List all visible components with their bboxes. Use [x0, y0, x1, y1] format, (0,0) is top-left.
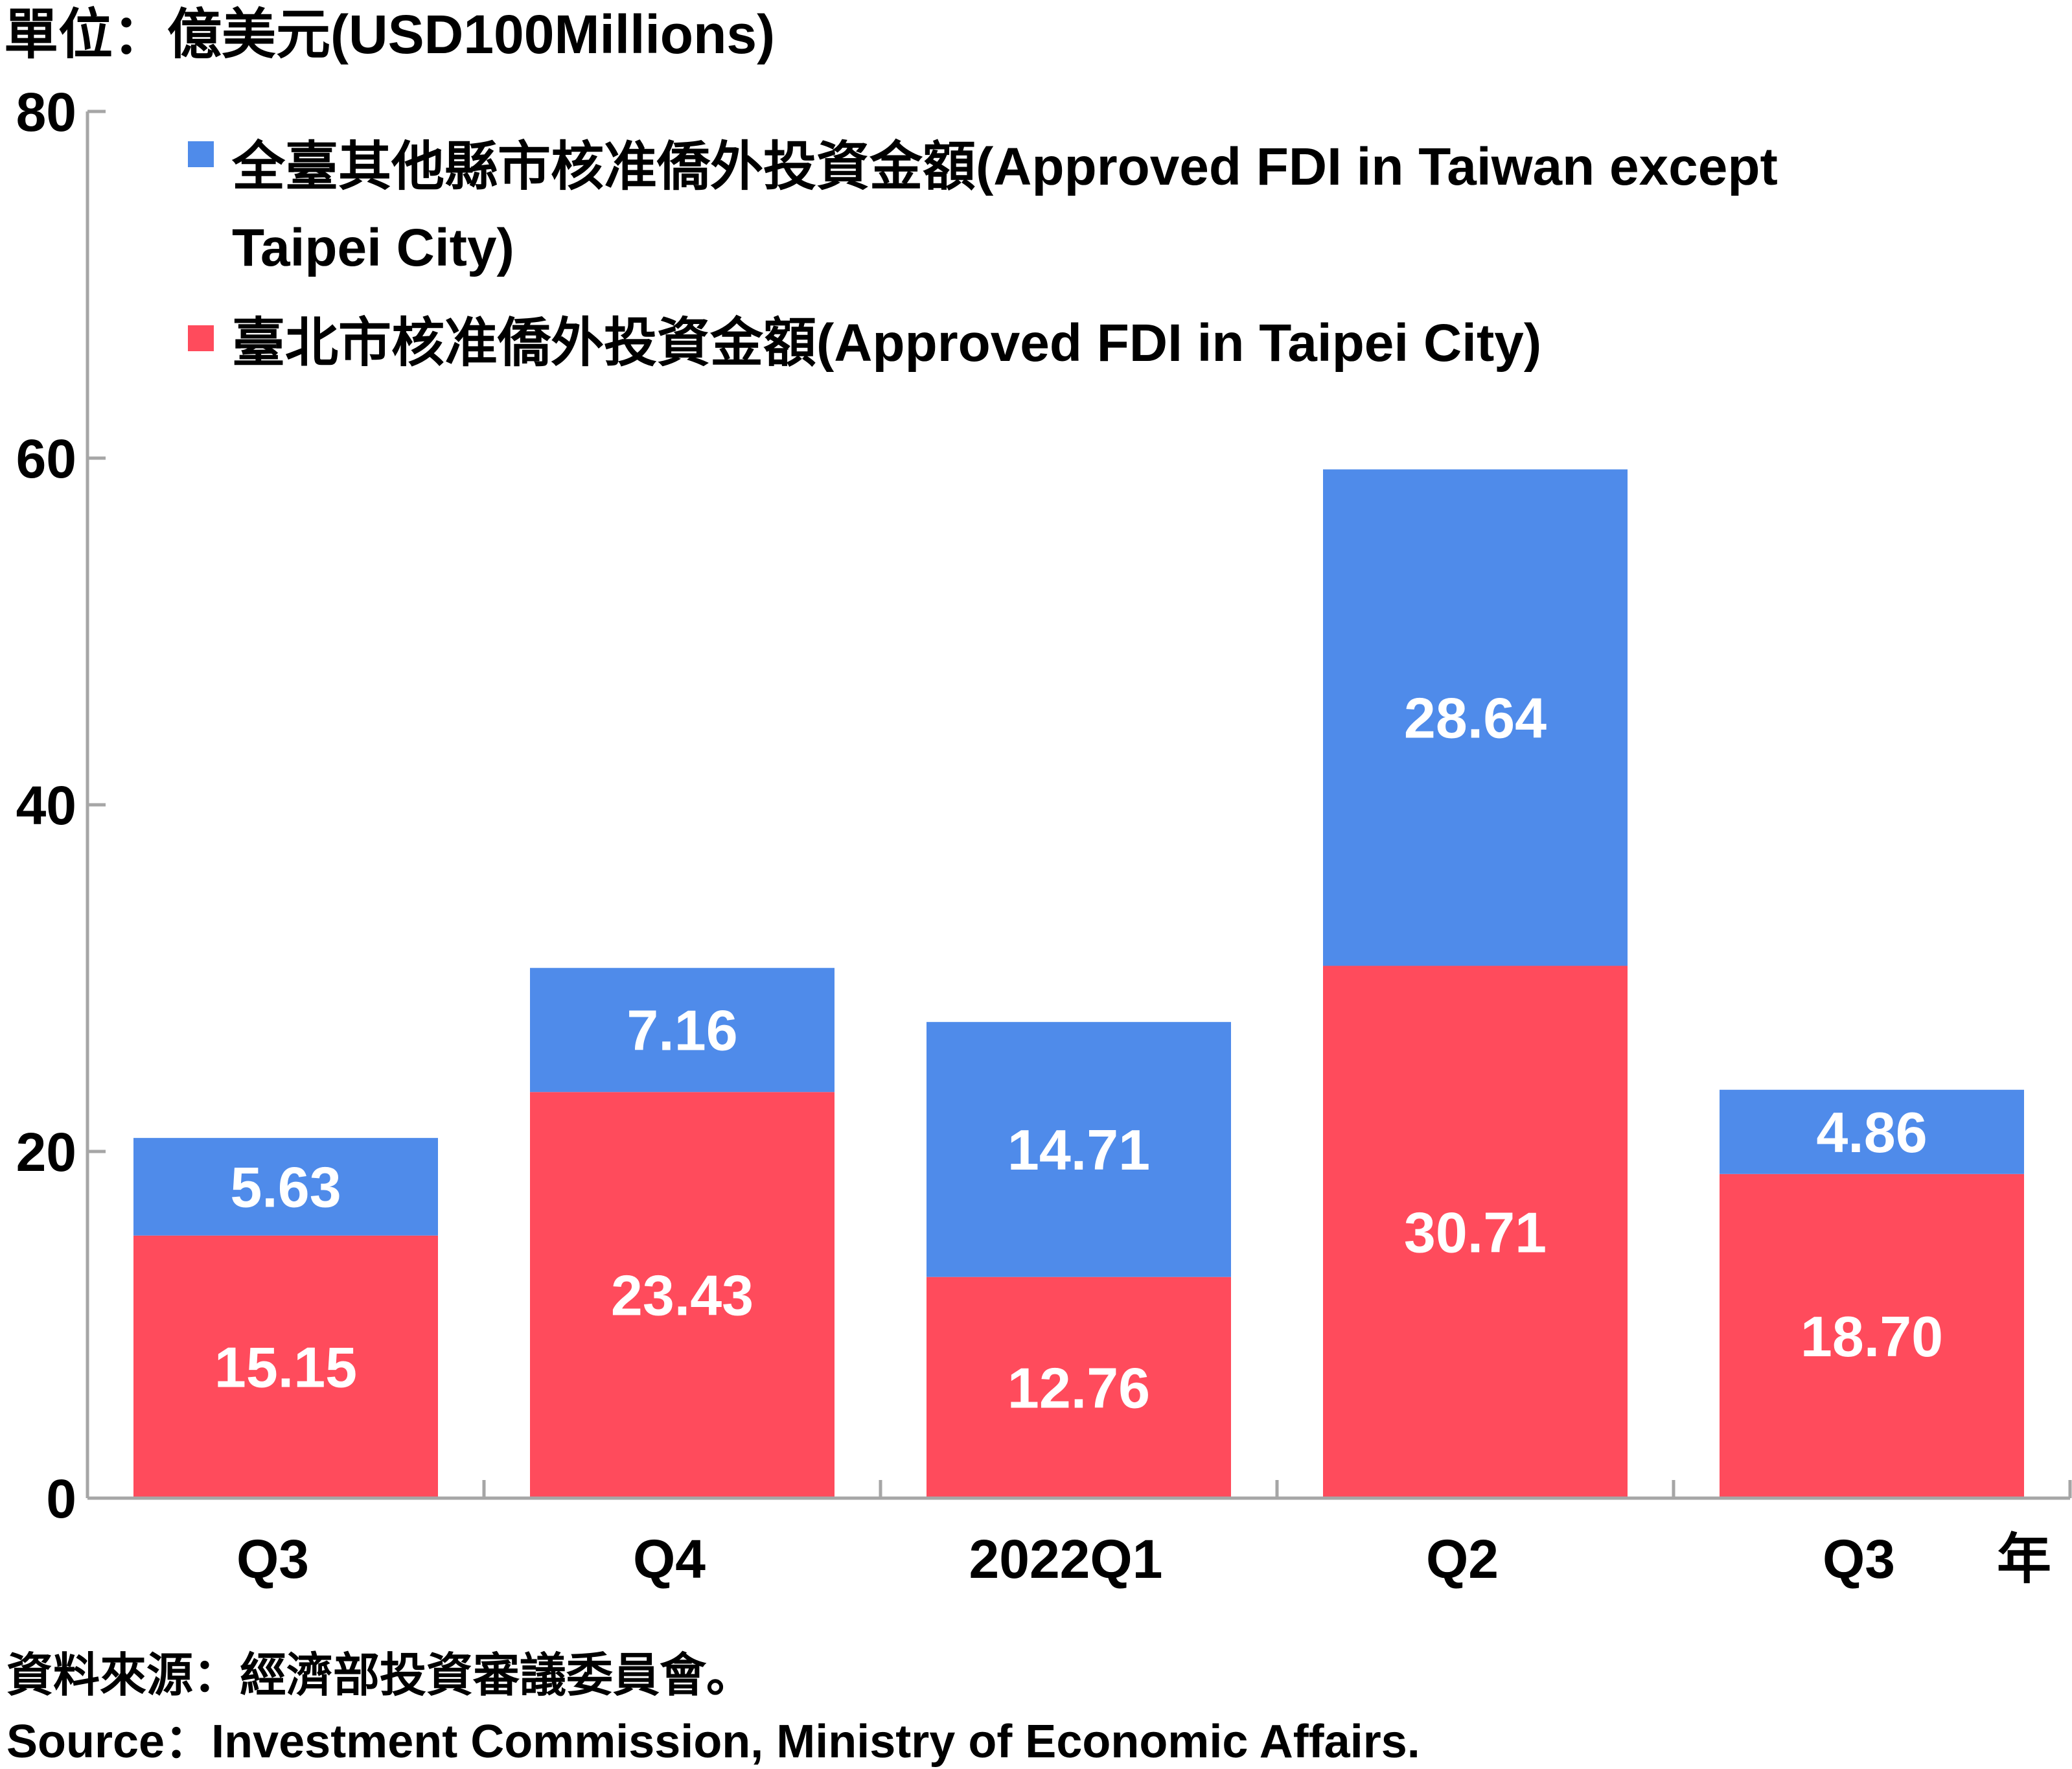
data-label-other-4: 4.86	[1816, 1100, 1927, 1164]
x-tick-label-1: Q4	[633, 1529, 706, 1590]
source-zh: 資料來源：經濟部投資審議委員會。	[6, 1650, 753, 1702]
bar-taipei-2	[927, 1277, 1231, 1498]
data-label-other-1: 7.16	[627, 998, 737, 1062]
y-tick-label-2: 40	[16, 775, 76, 836]
data-label-other-0: 5.63	[230, 1155, 341, 1219]
data-label-taipei-0: 15.15	[214, 1335, 357, 1399]
y-tick-label-4: 80	[16, 82, 76, 143]
x-unit-label: 年	[1997, 1529, 2051, 1590]
y-tick-label-3: 60	[16, 428, 76, 489]
legend-label-taipei: 臺北市核准僑外投資金額(Approved FDI in Taipei City)	[232, 314, 1541, 373]
data-label-other-2: 14.71	[1007, 1118, 1150, 1182]
bar-other-1	[530, 967, 835, 1093]
legend-label-other-line2: Taipei City)	[232, 218, 514, 277]
bar-taipei-1	[530, 1092, 835, 1498]
bar-taipei-0	[133, 1235, 438, 1498]
bars-layer	[133, 469, 2024, 1498]
bar-other-4	[1720, 1089, 2024, 1174]
legend-label-other-line1: 全臺其他縣市核准僑外投資金額(Approved FDI in Taiwan ex…	[231, 137, 1778, 196]
x-tick-label-3: Q2	[1426, 1529, 1499, 1590]
source-en: Source：Investment Commission, Ministry o…	[6, 1716, 1420, 1768]
data-label-taipei-1: 23.43	[611, 1264, 754, 1328]
x-tick-label-2: 2022Q1	[969, 1529, 1163, 1590]
legend-swatch-taipei	[188, 325, 214, 351]
axes-layer	[86, 110, 2072, 1500]
data-label-other-3: 28.64	[1404, 686, 1547, 750]
bar-taipei-3	[1323, 965, 1628, 1498]
tick-labels-layer: Q3 Q4 2022Q1 Q2 Q3 0 20 40 60 80	[16, 82, 1895, 1590]
y-tick-label-1: 20	[16, 1122, 76, 1183]
bar-taipei-4	[1720, 1174, 2024, 1498]
x-tick-label-0: Q3	[236, 1529, 309, 1590]
legend-swatch-other	[188, 141, 214, 167]
legend: 全臺其他縣市核准僑外投資金額(Approved FDI in Taiwan ex…	[188, 137, 1778, 373]
y-tick-label-0: 0	[46, 1468, 76, 1529]
data-label-taipei-2: 12.76	[1007, 1356, 1150, 1420]
x-tick-label-4: Q3	[1823, 1529, 1895, 1590]
bar-other-0	[133, 1138, 438, 1236]
bar-other-3	[1323, 469, 1628, 966]
data-label-taipei-4: 18.70	[1801, 1304, 1943, 1369]
data-label-taipei-3: 30.71	[1404, 1200, 1547, 1264]
data-labels-layer: 15.15 5.63 23.43 7.16 12.76 14.71 30.71 28.64 18…	[214, 686, 1943, 1420]
unit-label: 單位：億美元(USD100Millions)	[4, 4, 775, 65]
bar-other-2	[927, 1022, 1231, 1277]
